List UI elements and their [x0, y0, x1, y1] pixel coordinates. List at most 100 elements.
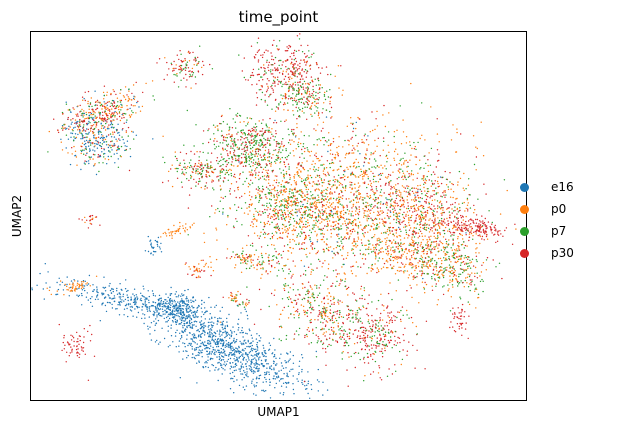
- data-point-p30: [280, 189, 282, 191]
- data-point-p30: [267, 176, 270, 178]
- data-point-p30: [241, 143, 243, 145]
- data-point-p7: [289, 216, 292, 219]
- data-point-p30: [284, 166, 287, 168]
- data-point-p7: [278, 227, 281, 230]
- data-point-p7: [411, 187, 413, 190]
- data-point-p7: [368, 243, 370, 245]
- data-point-p0: [390, 164, 392, 166]
- data-point-p0: [326, 196, 329, 198]
- data-point-p7: [105, 141, 108, 143]
- data-point-p0: [285, 216, 288, 218]
- data-point-e16: [81, 136, 84, 138]
- data-point-p30: [277, 76, 279, 78]
- data-point-e16: [103, 297, 106, 299]
- data-point-e16: [199, 336, 202, 338]
- data-point-e16: [248, 346, 250, 348]
- data-point-p0: [337, 235, 339, 237]
- data-point-p30: [81, 96, 84, 98]
- data-point-p0: [124, 98, 127, 101]
- data-point-p0: [292, 247, 294, 250]
- data-point-p0: [48, 130, 50, 133]
- data-point-p7: [272, 209, 275, 211]
- data-point-p7: [297, 73, 300, 75]
- data-point-p30: [259, 130, 261, 132]
- data-point-p0: [230, 139, 232, 142]
- data-point-p0: [401, 204, 403, 206]
- data-point-p7: [224, 195, 227, 198]
- data-point-p30: [261, 128, 264, 130]
- data-point-p7: [276, 232, 278, 234]
- data-point-p7: [297, 143, 299, 146]
- data-point-p0: [473, 212, 475, 214]
- data-point-e16: [260, 337, 262, 339]
- data-point-p7: [219, 175, 221, 177]
- data-point-e16: [93, 117, 95, 119]
- data-point-p0: [79, 132, 81, 134]
- data-point-e16: [186, 325, 188, 327]
- data-point-p0: [337, 216, 339, 218]
- data-point-e16: [175, 346, 177, 348]
- data-point-e16: [193, 348, 196, 350]
- data-point-p0: [342, 223, 344, 225]
- data-point-p0: [286, 201, 289, 203]
- data-point-e16: [111, 303, 113, 306]
- data-point-e16: [195, 347, 197, 349]
- data-point-p0: [340, 196, 342, 198]
- data-point-p0: [276, 197, 279, 199]
- data-point-e16: [118, 314, 121, 316]
- data-point-p7: [98, 112, 101, 114]
- data-point-p0: [282, 189, 285, 191]
- data-point-p0: [387, 144, 389, 146]
- data-point-p30: [330, 117, 332, 119]
- data-point-p0: [298, 169, 300, 171]
- data-point-p7: [239, 115, 242, 117]
- data-point-p0: [328, 263, 330, 265]
- data-point-e16: [202, 329, 205, 332]
- data-point-p0: [300, 131, 302, 133]
- data-point-e16: [186, 304, 188, 306]
- data-point-e16: [318, 381, 320, 383]
- data-point-p7: [304, 270, 307, 272]
- data-point-p0: [361, 257, 364, 260]
- data-point-p30: [96, 104, 98, 107]
- data-point-p0: [357, 236, 359, 238]
- data-point-e16: [209, 341, 211, 343]
- data-point-e16: [251, 371, 253, 373]
- data-point-p7: [306, 196, 308, 199]
- data-point-e16: [224, 325, 226, 327]
- data-point-p30: [339, 300, 341, 302]
- data-point-e16: [249, 342, 251, 345]
- data-point-e16: [179, 332, 181, 334]
- data-point-p30: [239, 197, 241, 199]
- data-point-e16: [191, 321, 193, 324]
- data-point-p0: [301, 162, 303, 164]
- data-point-p0: [338, 196, 340, 199]
- data-point-e16: [132, 315, 134, 317]
- data-point-p0: [463, 189, 465, 191]
- data-point-e16: [201, 299, 203, 302]
- data-point-p7: [283, 209, 286, 211]
- data-point-e16: [110, 126, 113, 129]
- data-point-e16: [163, 337, 166, 340]
- data-point-p30: [367, 208, 370, 211]
- data-point-e16: [248, 352, 251, 354]
- data-point-p30: [82, 127, 84, 129]
- data-point-p30: [257, 37, 260, 39]
- data-point-p7: [423, 155, 425, 157]
- data-point-e16: [326, 389, 329, 391]
- data-point-p7: [307, 207, 309, 209]
- data-point-e16: [204, 362, 206, 364]
- data-point-p0: [257, 174, 260, 177]
- data-point-p30: [296, 199, 298, 201]
- data-point-p0: [367, 231, 369, 233]
- data-point-p7: [320, 233, 322, 235]
- data-point-p0: [387, 234, 390, 236]
- data-point-e16: [201, 351, 203, 354]
- data-point-p30: [262, 119, 264, 121]
- data-point-p0: [85, 111, 87, 114]
- data-point-e16: [268, 373, 270, 376]
- data-point-p0: [326, 220, 329, 223]
- data-point-e16: [82, 137, 84, 140]
- data-point-p0: [291, 189, 293, 192]
- data-point-e16: [217, 379, 219, 382]
